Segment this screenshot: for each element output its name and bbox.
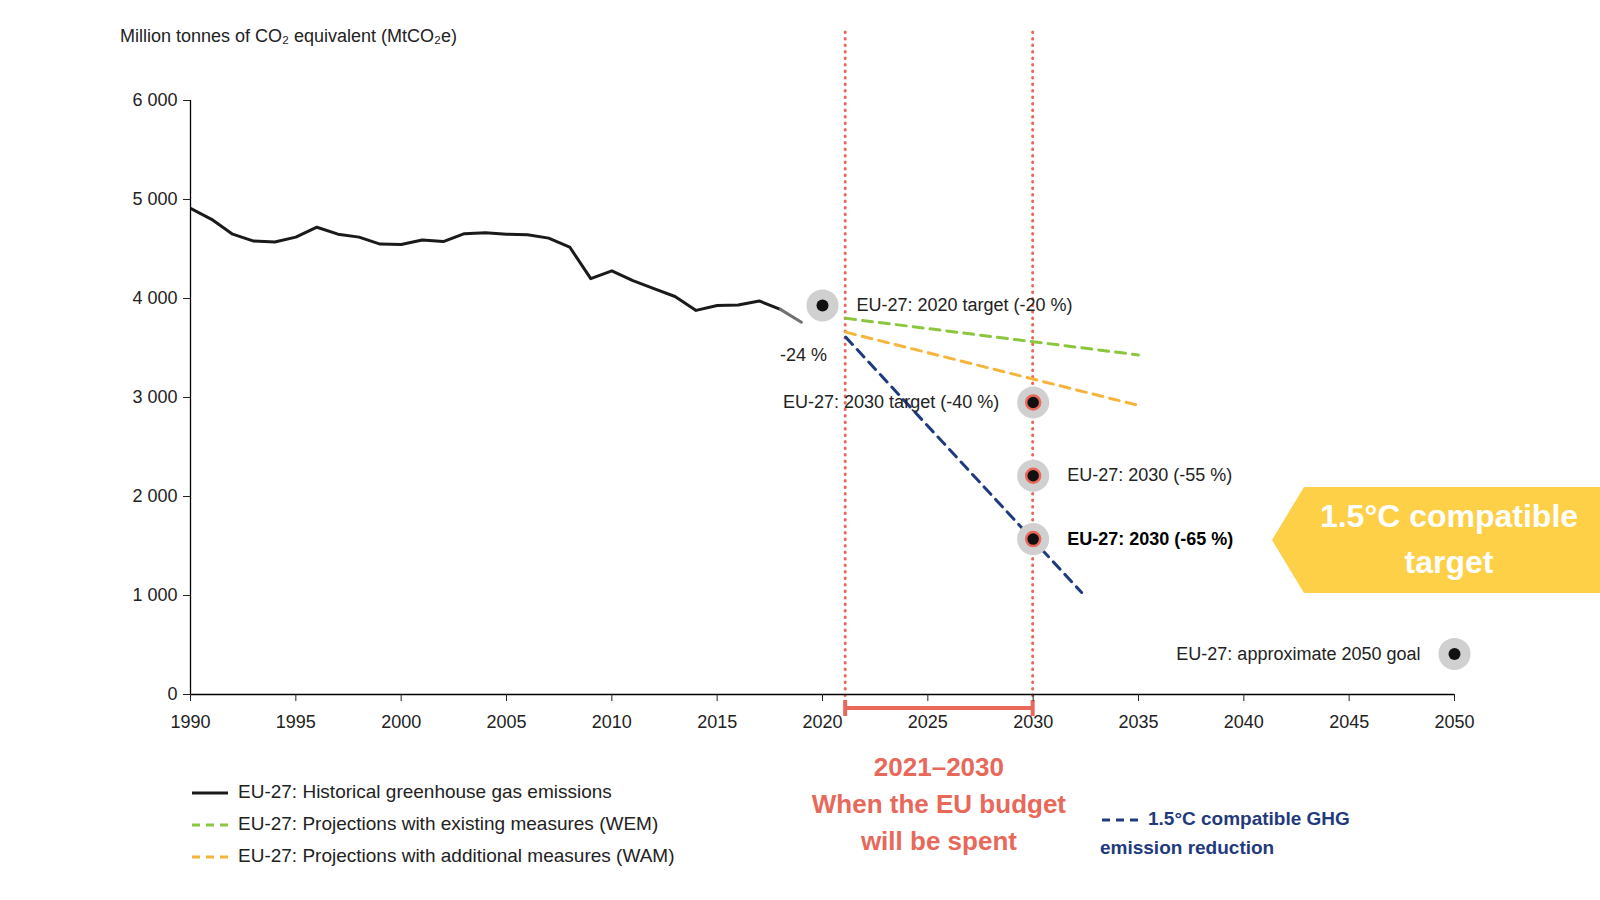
html-text:target: target [1404, 544, 1494, 580]
svg-text:EU-27: 2020 target (-20 %): EU-27: 2020 target (-20 %) [857, 295, 1073, 315]
svg-text:2040: 2040 [1224, 712, 1264, 732]
svg-text:2045: 2045 [1329, 712, 1369, 732]
html-text:EU-27: Projections with additi: EU-27: Projections with additional measu… [238, 845, 675, 866]
svg-text:2030: 2030 [1013, 712, 1053, 732]
svg-text:EU-27: 2030 target (-40 %): EU-27: 2030 target (-40 %) [783, 392, 999, 412]
svg-text:2 000: 2 000 [132, 486, 177, 506]
html-text:1.5°C compatible: 1.5°C compatible [1319, 498, 1579, 534]
svg-text:1 000: 1 000 [132, 585, 177, 605]
svg-text:0: 0 [167, 684, 177, 704]
svg-text:EU-27: 2030 (-55 %): EU-27: 2030 (-55 %) [1067, 465, 1232, 485]
svg-text:EU-27: approximate 2050 goal: EU-27: approximate 2050 goal [1176, 644, 1420, 664]
svg-text:When the EU budget: When the EU budget [812, 789, 1067, 819]
html-text:Million tonnes of CO₂ equivale: Million tonnes of CO₂ equivalent (MtCO₂e… [120, 26, 458, 46]
svg-text:2015: 2015 [697, 712, 737, 732]
svg-text:4 000: 4 000 [132, 288, 177, 308]
svg-text:2010: 2010 [592, 712, 632, 732]
svg-text:1995: 1995 [276, 712, 316, 732]
svg-text:-24 %: -24 % [780, 345, 827, 365]
svg-text:2005: 2005 [486, 712, 526, 732]
svg-text:6 000: 6 000 [132, 90, 177, 110]
svg-text:2035: 2035 [1118, 712, 1158, 732]
svg-text:1990: 1990 [170, 712, 210, 732]
html-text:EU-27: Historical greenhouse g: EU-27: Historical greenhouse gas emissio… [238, 781, 612, 802]
svg-text:2000: 2000 [381, 712, 421, 732]
html-text:1.5°C compatible GHG emission: 1.5°C compatible GHG emission reduction [1100, 808, 1350, 858]
svg-text:5 000: 5 000 [132, 189, 177, 209]
svg-text:2021–2030: 2021–2030 [874, 752, 1004, 782]
svg-text:3 000: 3 000 [132, 387, 177, 407]
svg-text:will be spent: will be spent [860, 826, 1017, 856]
svg-text:2050: 2050 [1434, 712, 1474, 732]
svg-text:EU-27: 2030 (-65 %): EU-27: 2030 (-65 %) [1067, 529, 1233, 549]
svg-text:2020: 2020 [802, 712, 842, 732]
html-text:EU-27: Projections with existi: EU-27: Projections with existing measure… [238, 813, 659, 834]
svg-text:2025: 2025 [908, 712, 948, 732]
